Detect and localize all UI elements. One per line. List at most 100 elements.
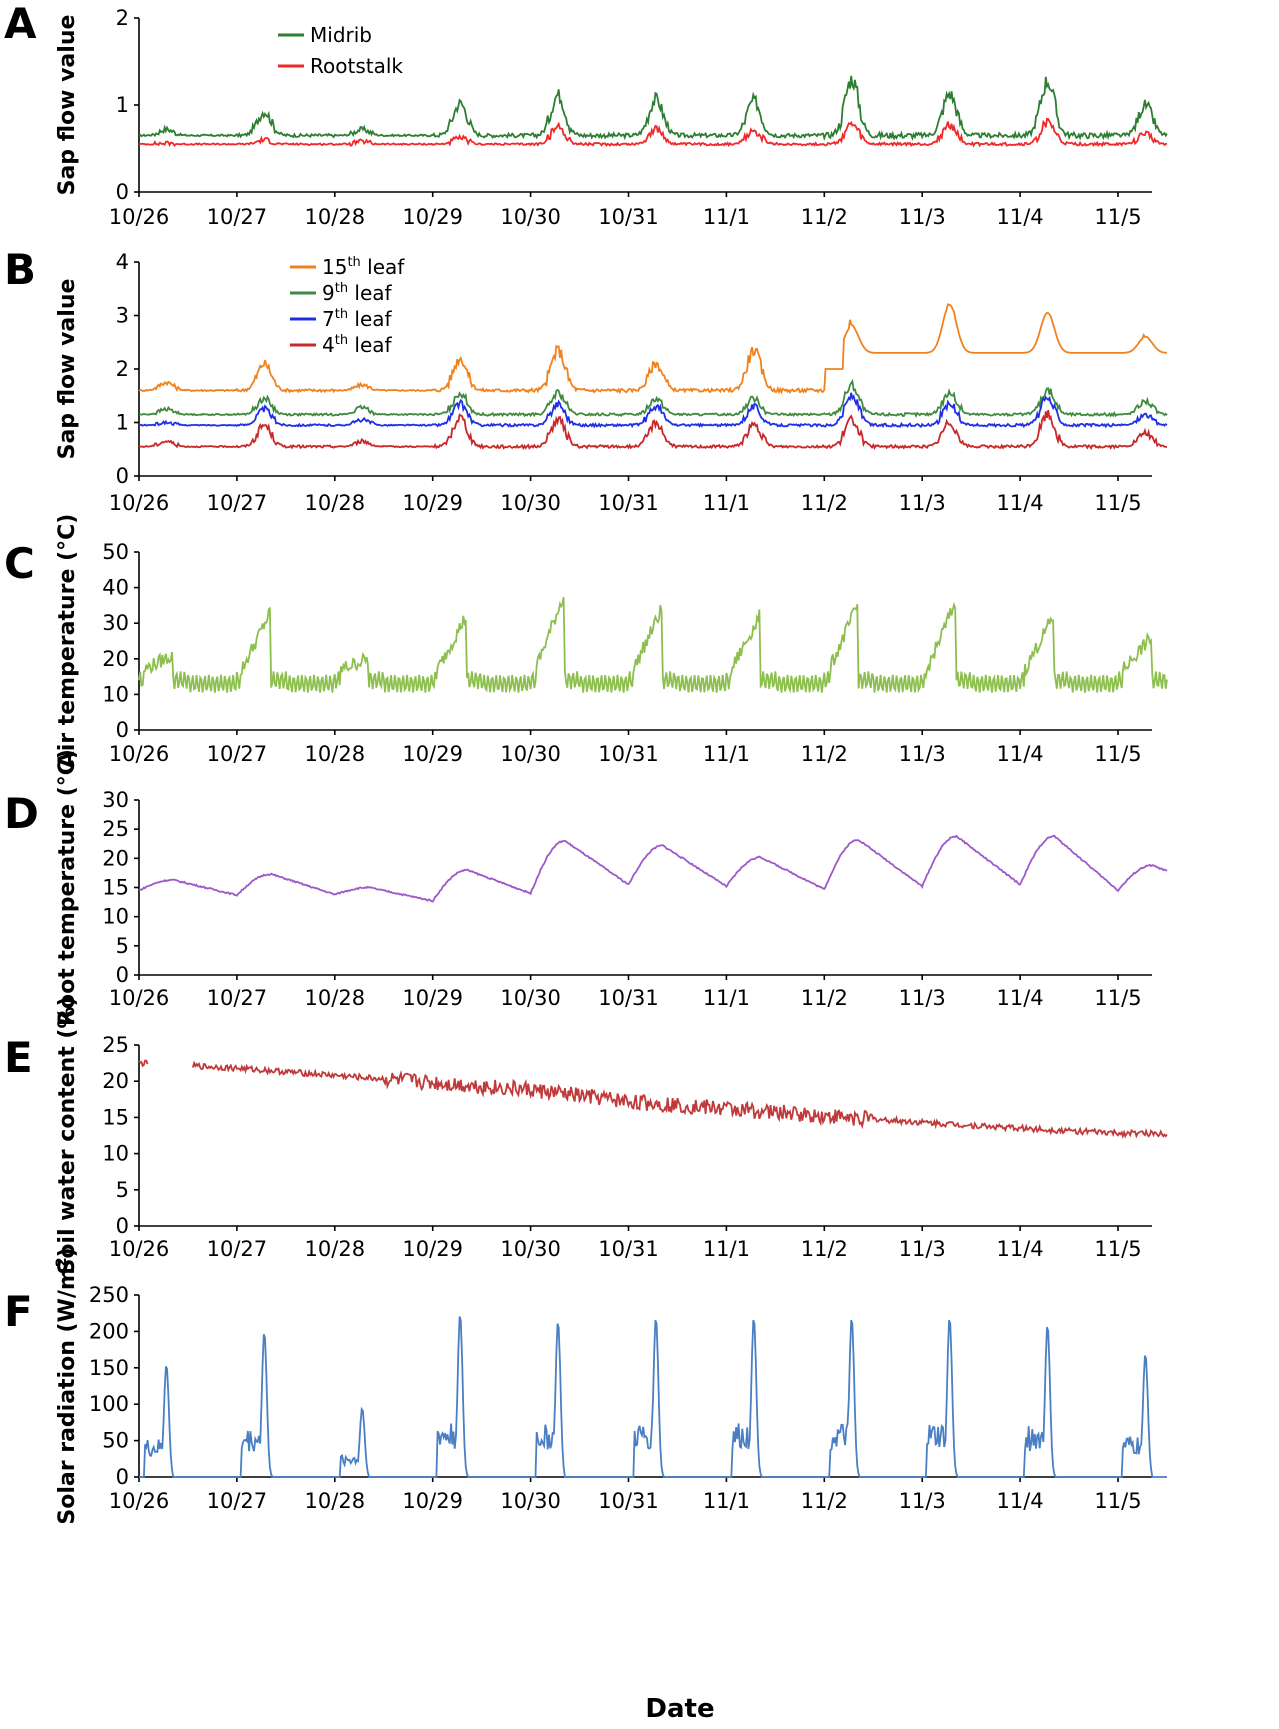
x-tick-label: 10/29 <box>402 742 463 766</box>
y-tick-label: 30 <box>102 788 129 812</box>
legend-label: 4th leaf <box>322 333 393 357</box>
y-tick-label: 25 <box>102 817 129 841</box>
y-tick-label: 0 <box>116 963 129 987</box>
y-tick-label: 2 <box>116 6 129 30</box>
y-tick-label: 50 <box>102 540 129 564</box>
x-tick-label: 11/2 <box>801 1489 848 1513</box>
series-line-midrib <box>138 75 1168 142</box>
panel-e: E 0 5 10 15 20 25 10/26 10/27 10/28 10/29 10/30 10/3… <box>4 996 1168 1275</box>
panel-letter: D <box>4 789 39 838</box>
x-tick-label: 10/28 <box>305 1237 366 1261</box>
x-tick-label: 11/5 <box>1094 1237 1141 1261</box>
y-tick-label: 0 <box>116 1465 129 1489</box>
y-tick-label: 0 <box>116 464 129 488</box>
x-tick-label: 10/30 <box>500 205 561 229</box>
x-tick-label: 10/31 <box>598 986 659 1010</box>
x-tick-label: 11/3 <box>899 1237 946 1261</box>
legend-label: Midrib <box>310 23 372 47</box>
x-tick-label: 10/27 <box>207 986 268 1010</box>
series-line-15th-leaf <box>138 303 1168 395</box>
y-tick-label: 200 <box>89 1319 129 1343</box>
x-tick-label: 10/29 <box>402 205 463 229</box>
x-tick-label: 11/5 <box>1094 742 1141 766</box>
y-tick-label: 15 <box>102 1105 129 1129</box>
y-axis-label: Air temperature (°C) <box>55 514 80 769</box>
x-tick-label: 10/30 <box>500 742 561 766</box>
y-tick-label: 10 <box>102 905 129 929</box>
x-tick-label: 10/31 <box>598 1237 659 1261</box>
x-tick-label: 11/1 <box>703 1489 750 1513</box>
x-tick-label: 10/26 <box>109 205 170 229</box>
y-tick-label: 40 <box>102 576 129 600</box>
x-tick-label: 11/2 <box>801 742 848 766</box>
x-tick-label: 11/3 <box>899 742 946 766</box>
y-tick-label: 0 <box>116 180 129 204</box>
y-tick-label: 1 <box>116 93 129 117</box>
y-tick-label: 100 <box>89 1392 129 1416</box>
x-tick-label: 11/5 <box>1094 986 1141 1010</box>
x-tick-label: 10/30 <box>500 1489 561 1513</box>
x-tick-label: 11/2 <box>801 986 848 1010</box>
panel-d: D 0 5 10 15 20 25 30 10/26 10/27 10/28 10/29 10/30 10… <box>4 749 1168 1026</box>
x-tick-label: 10/28 <box>305 742 366 766</box>
x-tick-label: 11/1 <box>703 491 750 515</box>
x-tick-label: 11/4 <box>997 205 1044 229</box>
x-tick-label: 10/27 <box>207 491 268 515</box>
x-tick-label: 10/26 <box>109 491 170 515</box>
y-axis-label: Sap flow value <box>55 279 80 460</box>
y-tick-label: 2 <box>116 357 129 381</box>
x-tick-label: 10/26 <box>109 986 170 1010</box>
y-tick-label: 0 <box>116 1214 129 1238</box>
x-tick-label: 11/1 <box>703 986 750 1010</box>
x-tick-label: 11/4 <box>997 742 1044 766</box>
panel-b: B 0 1 2 3 4 10/26 10/27 10/28 10/29 10/30 10/31 11/1… <box>4 245 1168 515</box>
x-tick-label: 11/1 <box>703 205 750 229</box>
y-tick-label: 0 <box>116 718 129 742</box>
x-tick-label: 10/28 <box>305 491 366 515</box>
x-tick-label: 10/31 <box>598 491 659 515</box>
series-line-panel-f <box>139 1316 1167 1478</box>
legend-label: 9th leaf <box>322 281 393 305</box>
x-tick-label: 10/29 <box>402 986 463 1010</box>
x-tick-label: 10/29 <box>402 1237 463 1261</box>
y-tick-label: 5 <box>116 1178 129 1202</box>
x-tick-label: 11/4 <box>997 1489 1044 1513</box>
x-tick-label: 11/4 <box>997 491 1044 515</box>
y-axis-label: Solar radiation (W/m2) <box>54 1247 80 1524</box>
x-tick-label: 10/28 <box>305 986 366 1010</box>
legend-label: 7th leaf <box>322 307 393 331</box>
panel-letter: A <box>4 0 37 48</box>
y-tick-label: 10 <box>102 682 129 706</box>
panel-letter: B <box>4 245 36 294</box>
x-tick-label: 10/30 <box>500 491 561 515</box>
y-axis-label: Sap flow value <box>55 15 80 196</box>
y-tick-label: 10 <box>102 1142 129 1166</box>
x-tick-label: 10/27 <box>207 1237 268 1261</box>
x-tick-label: 11/3 <box>899 205 946 229</box>
y-tick-label: 15 <box>102 876 129 900</box>
y-tick-label: 50 <box>102 1429 129 1453</box>
x-tick-label: 11/2 <box>801 491 848 515</box>
x-tick-label: 10/31 <box>598 1489 659 1513</box>
panel-f: F 0 50 100 150 200 250 10/26 10/27 10/28 10/29 10/3… <box>4 1247 1167 1525</box>
x-tick-label: 10/31 <box>598 205 659 229</box>
x-tick-label: 11/1 <box>703 1237 750 1261</box>
x-tick-label: 10/29 <box>402 491 463 515</box>
x-tick-label: 11/3 <box>899 986 946 1010</box>
y-tick-label: 25 <box>102 1033 129 1057</box>
y-axis-label: Soil water content (%) <box>55 996 80 1274</box>
y-tick-label: 20 <box>102 1069 129 1093</box>
y-tick-label: 5 <box>116 934 129 958</box>
x-tick-label: 10/29 <box>402 1489 463 1513</box>
x-axis-label: Date <box>645 1694 714 1724</box>
legend-label: 15th leaf <box>322 255 405 279</box>
x-tick-label: 10/26 <box>109 1489 170 1513</box>
x-tick-label: 10/26 <box>109 1237 170 1261</box>
series-line-rootstalk <box>138 117 1168 148</box>
y-tick-label: 3 <box>116 304 129 328</box>
x-tick-label: 11/4 <box>997 986 1044 1010</box>
x-tick-label: 11/5 <box>1094 1489 1141 1513</box>
x-tick-label: 11/3 <box>899 491 946 515</box>
y-tick-label: 20 <box>102 647 129 671</box>
